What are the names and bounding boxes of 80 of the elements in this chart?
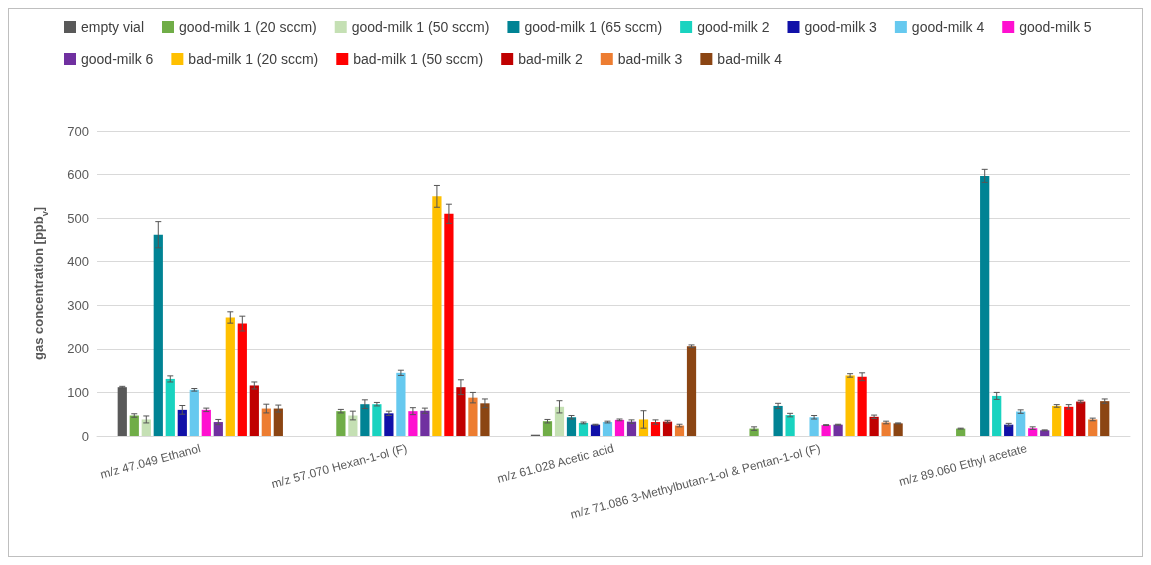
bar	[153, 234, 163, 436]
legend-label: bad-milk 4	[717, 51, 783, 67]
bar	[992, 395, 1002, 436]
bar	[893, 423, 903, 436]
bar	[566, 417, 577, 436]
legend-label: bad-milk 1 (50 sccm)	[353, 51, 484, 67]
bar	[614, 419, 625, 436]
bar	[396, 372, 406, 436]
bar	[249, 385, 259, 436]
bar	[201, 409, 211, 436]
y-tick-label: 200	[67, 341, 89, 357]
bar	[980, 175, 990, 436]
y-tick-label: 400	[67, 254, 89, 270]
bar	[845, 375, 855, 436]
bar	[1016, 411, 1026, 436]
bar	[1100, 401, 1110, 436]
bar	[650, 422, 661, 436]
bar	[833, 424, 843, 436]
legend-label: good-milk 1 (65 sccm)	[524, 19, 663, 35]
bar	[785, 415, 795, 436]
y-tick-label: 0	[81, 428, 89, 444]
bar	[686, 346, 697, 436]
bar	[117, 387, 127, 436]
bar	[554, 406, 565, 436]
bar	[773, 405, 783, 436]
bar	[189, 389, 199, 436]
bar	[857, 376, 867, 436]
bar	[261, 408, 271, 436]
x-tick-label: m/z 61.028 Acetic acid	[495, 441, 616, 486]
x-tick-label: m/z 89.060 Ethyl acetate	[897, 441, 1029, 489]
legend-label: good-milk 1 (20 sccm)	[179, 19, 317, 35]
legend-label: good-milk 4	[911, 19, 985, 35]
bar	[1064, 406, 1074, 436]
y-axis-title: gas concentration [ppbv]	[31, 206, 50, 361]
bar	[348, 415, 358, 436]
bar	[432, 196, 442, 436]
bar	[336, 411, 346, 436]
y-tick-label: 100	[67, 384, 89, 400]
legend-label: empty vial	[81, 19, 145, 35]
bar	[456, 387, 466, 436]
legend-label: good-milk 5	[1019, 19, 1092, 35]
bar	[881, 422, 891, 436]
bar	[662, 421, 673, 436]
bar	[372, 404, 382, 436]
bar	[821, 425, 831, 436]
bar	[225, 317, 235, 436]
legend-label: good-milk 2	[697, 19, 770, 35]
legend-label: good-milk 6	[81, 51, 154, 67]
bar	[177, 409, 187, 436]
bar	[129, 415, 139, 436]
legend-label: good-milk 3	[804, 19, 878, 35]
bar	[165, 378, 175, 436]
bar	[1028, 428, 1038, 436]
legend-label: bad-milk 3	[617, 51, 683, 67]
bar	[1052, 405, 1062, 436]
y-tick-label: 300	[67, 297, 89, 313]
bar	[420, 410, 430, 436]
bar	[444, 213, 454, 436]
bar	[468, 397, 478, 436]
bar	[237, 323, 247, 436]
bar	[869, 416, 879, 436]
bar	[809, 417, 819, 436]
legend-label: good-milk 1 (50 sccm)	[351, 19, 490, 35]
bar	[590, 424, 601, 436]
bar	[360, 404, 370, 436]
bar	[384, 413, 394, 436]
legend-label: bad-milk 1 (20 sccm)	[188, 51, 319, 67]
x-tick-label: m/z 47.049 Ethanol	[98, 441, 203, 482]
bar	[626, 421, 637, 436]
bar	[480, 403, 490, 436]
bar	[408, 411, 418, 436]
y-tick-label: 700	[67, 123, 89, 139]
y-tick-label: 600	[67, 167, 89, 183]
y-tick-label: 500	[67, 210, 89, 226]
bar	[273, 408, 283, 436]
bar	[213, 422, 223, 436]
bar	[1088, 419, 1098, 436]
bar	[578, 422, 589, 436]
legend-label: bad-milk 2	[518, 51, 583, 67]
bar	[1076, 401, 1086, 436]
